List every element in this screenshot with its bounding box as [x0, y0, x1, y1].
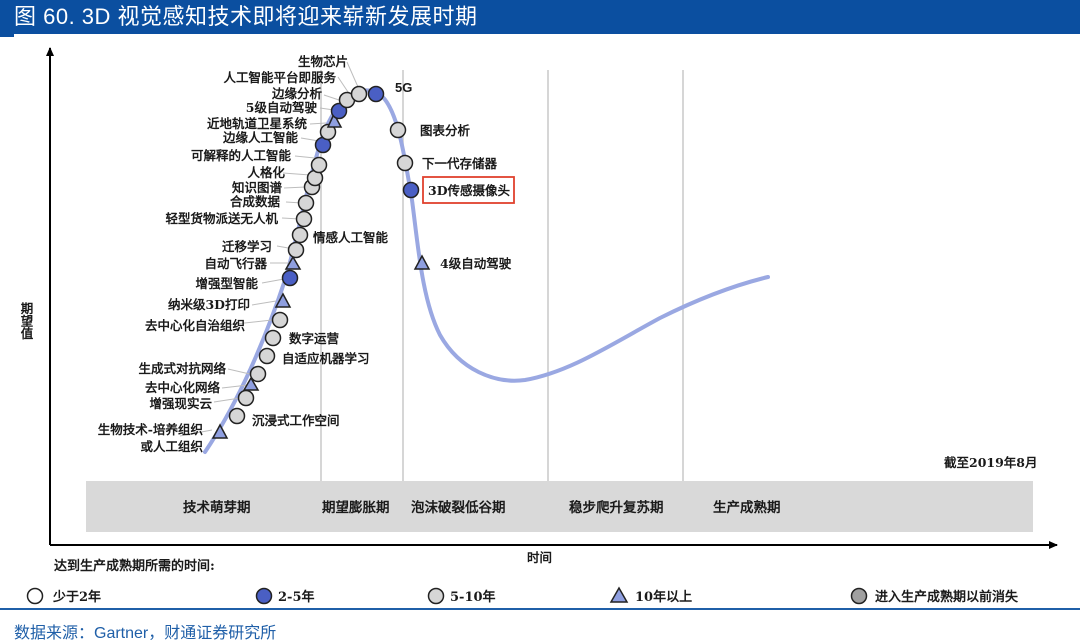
dot-5-10-icon: [287, 241, 305, 259]
dot-5-10-icon: [249, 365, 267, 383]
tech-label: 增强型智能: [195, 276, 258, 291]
tech-label: 生成式对抗网络: [138, 361, 226, 376]
tech-label: 数字运营: [288, 331, 340, 346]
dot-5-10-icon: [291, 226, 309, 244]
triangle-10plus-icon: [242, 376, 260, 391]
triangle-10plus-icon: [326, 112, 343, 128]
dot-2-5-icon: [402, 181, 420, 199]
phase-label-slope: 稳步爬升复苏期: [569, 499, 664, 516]
phase-label-trigger: 技术萌芽期: [183, 499, 251, 516]
phase-dividers: [320, 70, 684, 481]
tech-label: 4级自动驾驶: [440, 256, 512, 271]
y-axis-label: 期望值: [19, 301, 34, 340]
dot-5-10-icon: [389, 121, 407, 139]
tech-label: 生物芯片: [298, 54, 348, 69]
dot-5-10-icon: [264, 329, 282, 347]
tech-label: 纳米级3D打印: [168, 297, 250, 312]
x-axis-label: 时间: [527, 550, 552, 565]
tech-label: 知识图谱: [231, 180, 283, 195]
tech-label: 人工智能平台即服务: [223, 70, 336, 85]
dot-5-10-icon: [319, 123, 337, 141]
tech-label: 生物技术-培养组织: [98, 422, 204, 437]
tech-label: 迁移学习: [222, 239, 272, 254]
phase-label-trough: 泡沫破裂低谷期: [411, 499, 506, 516]
tech-label: 轻型货物派送无人机: [165, 211, 278, 226]
tech-label: 边缘人工智能: [222, 130, 299, 145]
triangle-10plus-icon: [413, 254, 431, 270]
tech-label: 近地轨道卫星系统: [207, 116, 308, 131]
dot-5-10-icon: [271, 311, 289, 329]
tech-label: 5G: [395, 80, 412, 95]
data-points: [211, 85, 431, 439]
legend-dot-lt2-icon: [26, 587, 44, 605]
dot-5-10-icon: [396, 154, 414, 172]
dot-5-10-icon: [237, 389, 255, 407]
tech-label: 人格化: [247, 165, 285, 180]
tech-label: 5级自动驾驶: [246, 100, 318, 115]
phase-label-plateau: 生产成熟期: [713, 499, 781, 516]
tech-label: 下一代存储器: [422, 156, 498, 171]
legend: 达到生产成熟期所需的时间: 少于2年 2-5年 5-10年 10年以上 进入生产…: [26, 558, 1019, 605]
triangle-10plus-icon: [274, 292, 292, 308]
tech-label: 图表分析: [420, 123, 471, 138]
tech-label: 合成数据: [230, 194, 281, 209]
dot-2-5-icon: [281, 269, 299, 287]
title-bar: 图 60. 3D 视觉感知技术即将迎来崭新发展时期: [0, 0, 1080, 37]
title-accent: [0, 34, 14, 37]
page-title: 图 60. 3D 视觉感知技术即将迎来崭新发展时期: [14, 4, 478, 29]
source-note: 数据来源：Gartner，财通证券研究所: [14, 625, 277, 642]
tech-label: 情感人工智能: [313, 230, 389, 245]
y-axis-label-text: 期望值: [19, 301, 34, 340]
tech-labels: 生物技术-培养组织 或人工组织 沉浸式工作空间 增强现实云 去中心化网络 生成式…: [98, 54, 515, 454]
dot-5-10-icon: [258, 347, 276, 365]
tech-label: 或人工组织: [140, 439, 203, 454]
dot-5-10-icon: [297, 194, 315, 212]
legend-triangle-10plus-icon: [609, 586, 629, 603]
phase-band: [86, 481, 1033, 532]
tech-label: 自动飞行器: [204, 256, 267, 271]
tech-label: 自适应机器学习: [282, 351, 370, 366]
tech-label: 增强现实云: [149, 396, 212, 411]
as-of-date: 截至2019年8月: [944, 455, 1038, 470]
tech-label: 去中心化自治组织: [145, 318, 246, 333]
legend-dot-2-5-icon: [255, 587, 273, 605]
dot-2-5-icon: [367, 85, 385, 103]
legend-label-obsolete: 进入生产成熟期以前消失: [875, 589, 1019, 605]
legend-dot-5-10-icon: [427, 587, 445, 605]
triangle-10plus-icon: [284, 255, 302, 270]
dot-5-10-icon: [350, 85, 368, 103]
triangle-10plus-icon: [211, 423, 229, 439]
legend-label-2-5: 2-5年: [278, 589, 315, 605]
tech-label: 可解释的人工智能: [191, 148, 292, 163]
legend-label-10plus: 10年以上: [635, 589, 692, 605]
footer-divider: [0, 608, 1080, 610]
tech-label: 沉浸式工作空间: [252, 413, 340, 428]
legend-label-lt2: 少于2年: [52, 589, 101, 605]
dot-5-10-icon: [310, 156, 328, 174]
dot-5-10-icon: [228, 407, 246, 425]
tech-label: 边缘分析: [271, 86, 323, 101]
tech-label-highlighted: 3D传感摄像头: [428, 183, 511, 198]
legend-label-5-10: 5-10年: [450, 589, 496, 605]
legend-dot-obsolete-icon: [850, 587, 868, 605]
highlight-box: [422, 176, 515, 204]
dot-5-10-icon: [295, 210, 313, 228]
legend-title: 达到生产成熟期所需的时间:: [54, 558, 215, 574]
tech-label: 去中心化网络: [145, 380, 221, 395]
dot-2-5-icon: [330, 102, 348, 120]
phase-label-peak: 期望膨胀期: [322, 499, 390, 516]
